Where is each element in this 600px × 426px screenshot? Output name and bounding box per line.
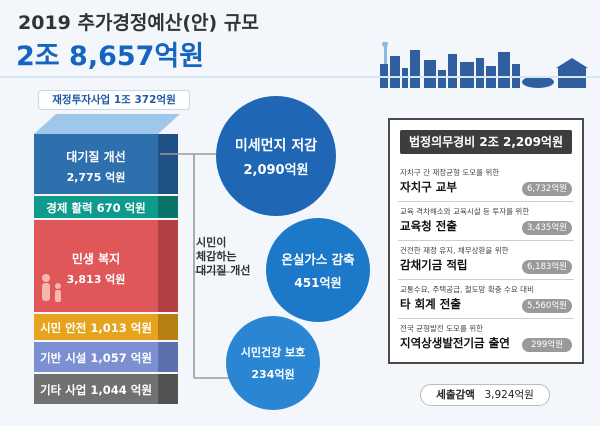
block-etc-label: 기타 사업 1,044 억원 [40,383,152,397]
page-title: 2019 추가경정예산(안) 규모 [18,12,259,34]
block-infrastructure: 기반 시설 1,057 억원 [34,342,158,372]
mandatory-item-title: 자치구 교부 [400,180,457,194]
block-etc: 기타 사업 1,044 억원 [34,374,158,404]
mandatory-item: 교육 격차해소와 교육시설 등 투자를 위한 교육청 전출 3,435억원 [398,203,574,241]
block-economy-side [158,196,178,218]
mandatory-item-value: 6,183억원 [522,260,572,274]
mandatory-item-value: 6,732억원 [522,182,572,196]
total-amount: 2조 8,657억원 [16,41,205,72]
brace-line-2: 체감하는 [196,250,237,263]
circle-fine-dust-title: 미세먼지 저감 [234,137,318,154]
mandatory-item-sub: 교통수요, 주택공급, 철도망 확충 수요 대비 [400,285,534,294]
expenditure-cut-label: 세출감액 [436,389,475,401]
block-economy-label: 경제 활력 670 억원 [46,201,146,215]
block-safety-side [158,314,178,340]
mandatory-item: 건전한 재정 유지, 채무상환을 위한 감채기금 적립 6,183억원 [398,242,574,280]
circle-health-value: 234억원 [251,368,295,381]
air-quality-brace-label: 시민이 체감하는 대기질 개선 [196,236,250,278]
block-safety: 시민 안전 1,013 억원 [34,314,158,340]
block-infrastructure-label: 기반 시설 1,057 억원 [40,351,152,365]
circle-health-title: 시민건강 보호 [240,346,306,359]
circle-fine-dust: 미세먼지 저감 2,090억원 [216,96,336,216]
city-skyline-illustration [380,42,588,88]
block-air-quality-label: 대기질 개선 [66,150,126,164]
mandatory-item-sub: 전국 균형발전 도모를 위한 [400,324,484,333]
mandatory-item-value: 299억원 [522,338,572,352]
mandatory-item: 전국 균형발전 도모를 위한 지역상생발전기금 출연 299억원 [398,320,574,358]
mandatory-item-title: 타 회계 전출 [400,297,461,311]
mandatory-item: 교통수요, 주택공급, 철도망 확충 수요 대비 타 회계 전출 5,560억원 [398,281,574,319]
block-air-quality: 대기질 개선 2,775 억원 [34,134,158,194]
block-air-quality-value: 2,775 억원 [66,171,126,184]
block-etc-side [158,374,178,404]
mandatory-item-value: 5,560억원 [522,299,572,313]
mandatory-item-sub: 자치구 간 재정균형 도모를 위한 [400,168,500,177]
circle-greenhouse-value: 451억원 [294,276,342,290]
block-welfare-side [158,220,178,312]
mandatory-item-title: 교육청 전출 [400,219,457,233]
block-infrastructure-side [158,342,178,372]
mandatory-item-title: 지역상생발전기금 출연 [400,336,510,350]
stack-top-cap [34,114,180,134]
connector-lines [160,153,230,379]
mandatory-item-title: 감채기금 적립 [400,258,468,272]
mandatory-item: 자치구 간 재정균형 도모를 위한 자치구 교부 6,732억원 [398,164,574,202]
mandatory-expense-panel: 법정의무경비 2조 2,209억원 자치구 간 재정균형 도모를 위한 자치구 … [388,118,584,364]
block-welfare: 민생 복지 3,813 억원 [34,220,158,312]
circle-greenhouse-title: 온실가스 감축 [281,252,355,267]
brace-line-1: 시민이 [196,236,227,249]
circle-health: 시민건강 보호 234억원 [226,316,320,410]
expenditure-cut-value: 3,924억원 [484,389,534,401]
brace-line-3: 대기질 개선 [196,264,251,277]
block-welfare-value: 3,813 억원 [66,273,126,286]
circle-fine-dust-value: 2,090억원 [243,162,309,178]
mandatory-item-sub: 건전한 재정 유지, 채무상환을 위한 [400,246,509,255]
circle-greenhouse: 온실가스 감축 451억원 [266,218,370,322]
investment-tag: 재정투자사업 1조 372억원 [38,90,190,110]
expenditure-cut-pill: 세출감액 3,924억원 [420,384,550,406]
mandatory-expense-header: 법정의무경비 2조 2,209억원 [400,130,572,154]
block-economy: 경제 활력 670 억원 [34,196,158,218]
mandatory-item-value: 3,435억원 [522,221,572,235]
block-safety-label: 시민 안전 1,013 억원 [40,321,152,335]
mandatory-item-sub: 교육 격차해소와 교육시설 등 투자를 위한 [400,207,530,216]
block-air-quality-side [158,134,178,194]
block-welfare-label: 민생 복지 [71,252,121,266]
family-icon [42,274,61,302]
header-divider [0,76,600,78]
